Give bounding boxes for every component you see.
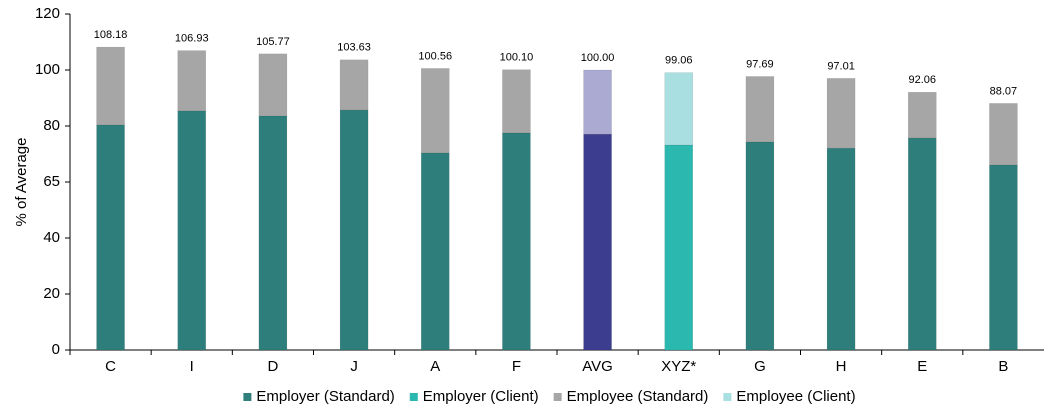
bar-segment <box>421 68 450 154</box>
bar-segment <box>908 91 937 139</box>
bar-segment <box>339 109 369 351</box>
bar-segment <box>96 124 125 351</box>
legend-swatch <box>409 393 418 401</box>
total-label: 100.00 <box>581 52 615 64</box>
y-tick-label: 80 <box>43 117 60 134</box>
bar-segment <box>989 164 1018 351</box>
x-tick-label: G <box>754 358 766 375</box>
x-tick-label: D <box>267 358 278 375</box>
total-label: 106.93 <box>175 33 209 45</box>
bar-segment <box>664 72 693 146</box>
bar-segment <box>258 53 288 117</box>
total-label: 103.63 <box>337 42 371 54</box>
bar-segment <box>96 46 125 126</box>
x-tick-label: E <box>917 358 927 375</box>
bar-segment <box>583 69 612 135</box>
y-axis-label: % of Average <box>13 138 30 227</box>
x-tick-label: H <box>836 358 847 375</box>
legend-label: Employee (Client) <box>736 388 855 405</box>
bar-segment <box>177 50 206 112</box>
total-label: 99.06 <box>665 55 693 67</box>
y-tick-label: 40 <box>43 229 60 246</box>
bar-segment <box>502 132 531 351</box>
bar-segment <box>908 137 937 351</box>
x-tick-label: AVG <box>582 358 613 375</box>
bar-segment <box>745 76 775 143</box>
total-label: 92.06 <box>908 74 936 86</box>
x-tick-label: F <box>512 358 521 375</box>
bar-segment <box>826 147 856 351</box>
x-tick-label: J <box>350 358 358 375</box>
total-label: 97.69 <box>746 58 774 70</box>
x-tick-label: I <box>190 358 194 375</box>
bar-segment <box>177 110 206 351</box>
x-tick-label: C <box>105 358 116 375</box>
legend-label: Employee (Standard) <box>567 388 709 405</box>
bar-segment <box>502 69 531 134</box>
bar-segment <box>745 141 775 351</box>
total-label: 88.07 <box>990 85 1018 97</box>
total-label: 100.10 <box>500 52 534 64</box>
total-label: 97.01 <box>827 60 855 72</box>
total-label: 108.18 <box>94 29 128 41</box>
bar-segment <box>339 59 369 111</box>
total-label: 105.77 <box>256 36 290 48</box>
bar-segment <box>583 133 612 351</box>
bar-segment <box>989 103 1018 166</box>
y-tick-label: 65 <box>43 173 60 190</box>
legend-swatch <box>243 393 252 401</box>
bar-segment <box>826 78 856 149</box>
x-tick-label: A <box>430 358 440 375</box>
legend-label: Employer (Client) <box>423 388 539 405</box>
bar-segment <box>258 115 288 351</box>
y-tick-label: 20 <box>43 285 60 302</box>
y-tick-label: 100 <box>35 61 60 78</box>
total-label: 100.56 <box>418 50 452 62</box>
x-tick-label: B <box>998 358 1008 375</box>
y-tick-label: 120 <box>35 5 60 22</box>
y-tick-label: 0 <box>52 341 60 358</box>
bar-segment <box>664 144 693 351</box>
legend-swatch <box>723 393 732 401</box>
x-tick-label: XYZ* <box>661 358 696 375</box>
legend-swatch <box>553 393 562 401</box>
legend-label: Employer (Standard) <box>256 388 394 405</box>
bar-segment <box>421 152 450 351</box>
